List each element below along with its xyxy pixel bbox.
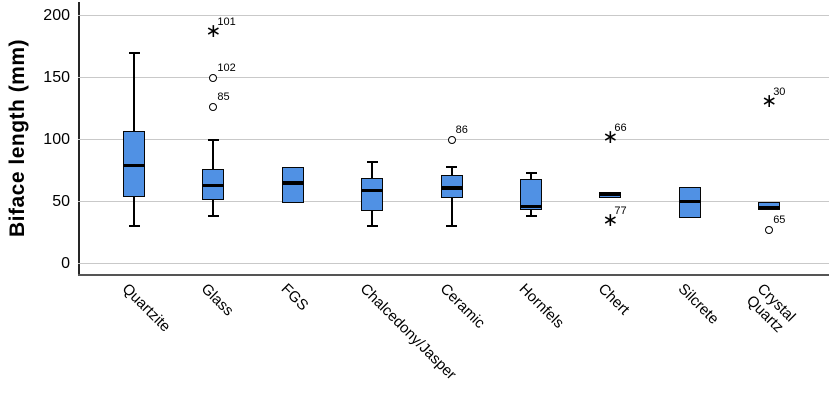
y-axis-line xyxy=(78,2,80,275)
outlier-star-marker: ∗ xyxy=(602,127,619,149)
y-tick-label: 200 xyxy=(43,6,70,24)
outlier-case-label: 66 xyxy=(614,122,627,135)
lower-whisker-cap xyxy=(446,225,458,228)
upper-whisker-line xyxy=(212,139,215,170)
x-category-label: Ceramic xyxy=(436,280,488,332)
outlier-case-label: 30 xyxy=(773,86,786,99)
upper-whisker-cap xyxy=(207,138,219,141)
median-line xyxy=(361,188,384,193)
upper-whisker-cap xyxy=(525,171,537,174)
outlier-case-label: 77 xyxy=(614,205,627,218)
outlier-star-marker: ∗ xyxy=(205,20,222,42)
lower-whisker-line xyxy=(371,211,374,227)
box xyxy=(520,179,542,211)
plot-area: 85 102 ∗ 101 86 ∗ 66 ∗ 77 ∗ 30 65 xyxy=(78,0,829,276)
gridline xyxy=(78,201,829,202)
outlier-circle-marker xyxy=(209,73,218,82)
y-axis-tick-labels: 0 50 100 150 200 xyxy=(0,0,78,275)
box xyxy=(361,177,384,212)
gridline xyxy=(78,77,829,78)
upper-whisker-cap xyxy=(128,51,140,54)
lower-whisker-cap xyxy=(207,215,219,218)
median-line xyxy=(599,192,622,196)
upper-whisker-line xyxy=(371,161,374,178)
median-line xyxy=(758,205,781,210)
x-axis-category-labels: Quartzite Glass FGS Chalcedony/Jasper Cerami… xyxy=(78,276,829,404)
lower-whisker-cap xyxy=(128,225,140,228)
outlier-case-label: 101 xyxy=(217,15,236,28)
y-tick-label: 0 xyxy=(61,254,70,272)
upper-whisker-line xyxy=(530,172,532,180)
box xyxy=(123,130,145,197)
x-category-label: Chert xyxy=(595,280,634,319)
x-category-label: Quartzite xyxy=(118,280,174,336)
y-tick-label: 50 xyxy=(52,192,70,210)
outlier-star-marker: ∗ xyxy=(602,210,619,232)
x-axis-line xyxy=(78,274,829,276)
median-line xyxy=(520,204,542,209)
median-line xyxy=(123,163,145,168)
lower-whisker-line xyxy=(212,200,215,217)
y-tick-label: 150 xyxy=(43,68,70,86)
y-tick-label: 100 xyxy=(43,130,70,148)
box xyxy=(758,201,781,211)
upper-whisker-line xyxy=(133,52,135,131)
lower-whisker-line xyxy=(133,196,135,227)
outlier-circle-marker xyxy=(447,135,456,144)
upper-whisker-cap xyxy=(446,165,458,168)
x-category-label: Hornfels xyxy=(515,280,568,332)
median-line xyxy=(281,181,304,185)
outlier-star-marker: ∗ xyxy=(761,91,778,113)
box xyxy=(281,166,304,203)
outlier-case-label: 85 xyxy=(217,91,230,104)
median-line xyxy=(202,183,225,188)
median-line xyxy=(440,186,463,190)
outlier-circle-marker xyxy=(765,226,774,235)
lower-whisker-line xyxy=(530,210,532,217)
x-category-label: Glass xyxy=(198,280,238,320)
gridline xyxy=(78,15,829,16)
outlier-circle-marker xyxy=(209,103,218,112)
median-line xyxy=(678,199,701,204)
outlier-case-label: 102 xyxy=(217,61,236,74)
outlier-case-label: 86 xyxy=(455,123,468,136)
lower-whisker-cap xyxy=(525,215,537,218)
outlier-case-label: 65 xyxy=(773,214,786,227)
gridline xyxy=(78,263,829,264)
x-category-label: Silcrete xyxy=(674,280,722,328)
x-category-label: FGS xyxy=(277,280,312,315)
lower-whisker-cap xyxy=(366,225,378,228)
lower-whisker-line xyxy=(450,197,453,227)
x-category-label: Crystal Quartz xyxy=(743,280,799,337)
upper-whisker-line xyxy=(450,166,453,176)
upper-whisker-cap xyxy=(366,160,378,163)
